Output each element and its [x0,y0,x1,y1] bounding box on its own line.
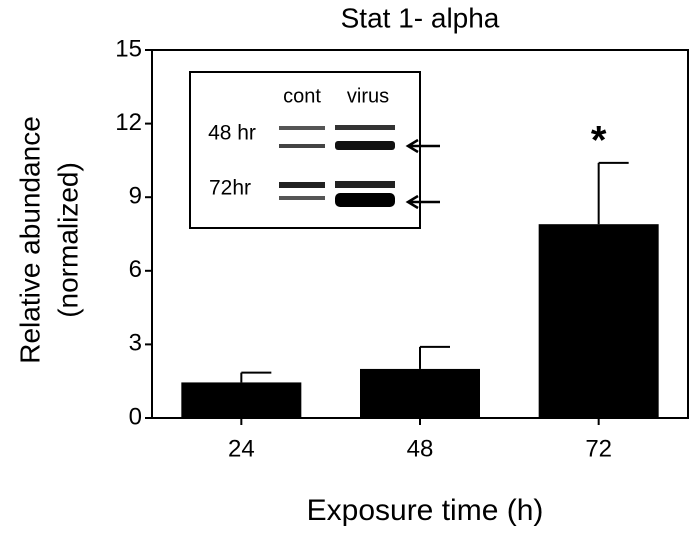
blot-band [335,181,395,188]
bar [360,368,480,418]
bar [181,382,302,418]
y-tick-label: 6 [129,256,142,283]
inset: cont virus 48 hr 72hr [189,71,440,229]
blot-band [335,193,395,207]
bar [538,224,659,418]
y-tick-label: 3 [129,330,142,357]
inset-arrow [405,194,440,210]
y-tick-label: 0 [129,403,142,430]
blot-band [335,125,395,130]
annotation: * [591,118,607,162]
x-tick-label: 72 [585,435,612,462]
inset-label: 48 hr [208,122,256,145]
x-tick-label: 24 [228,435,255,462]
y-axis-label: Relative abundance [14,116,45,364]
inset-arrow [405,138,440,154]
y-tick-label: 12 [115,109,142,136]
inset-label: virus [347,85,389,107]
inset-label: cont [283,85,321,107]
blot-band [279,182,325,188]
x-axis-label: Exposure time (h) [307,494,544,527]
y-tick-label: 15 [115,35,142,62]
y-tick-label: 9 [129,183,142,210]
y-axis-label: (normalized) [52,162,83,318]
x-tick-label: 48 [407,435,434,462]
blot-band [279,144,325,148]
inset-label: 72hr [209,177,251,200]
blot-band [279,126,325,130]
blot-band [335,141,395,150]
chart-title: Stat 1- alpha [341,2,500,33]
blot-band [279,196,325,200]
